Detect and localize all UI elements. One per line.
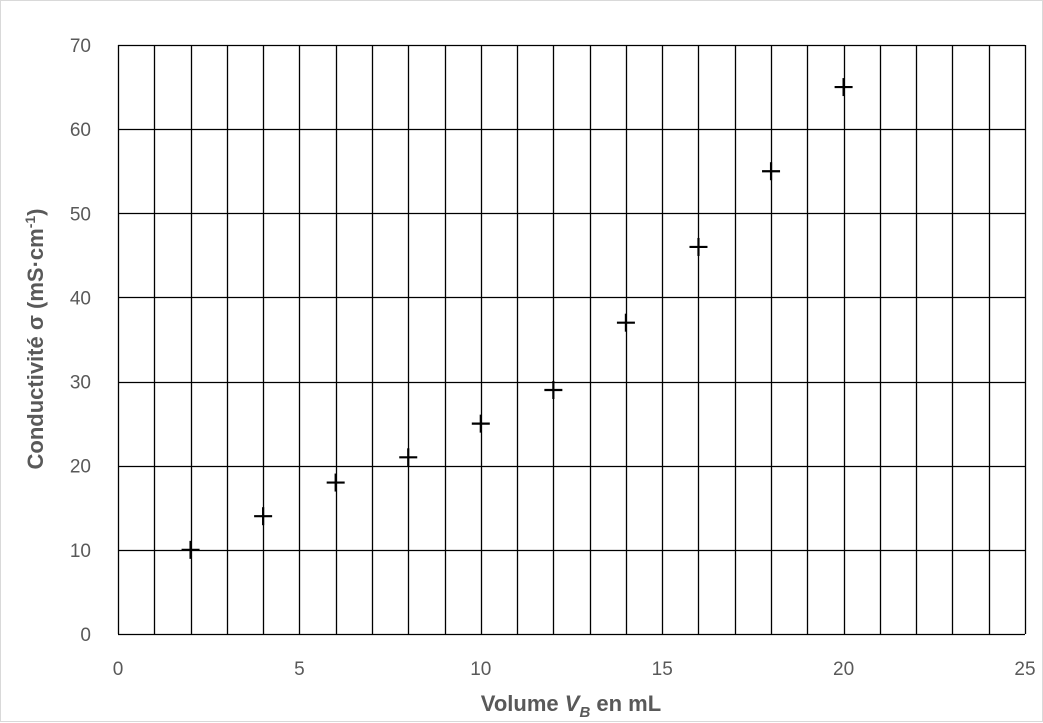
y-tick-label: 30	[70, 373, 91, 394]
y-axis-title-close: )	[23, 209, 48, 216]
y-axis-ticks: 0 10 20 30 40 50 60 70	[70, 36, 91, 646]
y-axis-title-superscript: -1	[22, 216, 38, 229]
data-point	[399, 448, 418, 467]
y-tick-label: 50	[70, 204, 91, 225]
data-point	[326, 473, 345, 492]
data-point	[181, 540, 200, 559]
x-axis-title-prefix: Volume	[481, 691, 565, 716]
y-axis-title: Conductivité σ (mS·cm-1)	[22, 209, 48, 470]
y-axis-title-main: Conductivité σ (mS·cm	[23, 228, 48, 469]
data-point	[471, 414, 490, 433]
y-tick-label: 20	[70, 457, 91, 478]
data-point	[834, 78, 853, 97]
data-point	[689, 237, 708, 256]
y-tick-label: 70	[70, 36, 91, 57]
x-axis-ticks: 0 5 10 15 20 25	[113, 659, 1036, 680]
x-axis-title-subscript: B	[579, 704, 590, 721]
data-point	[762, 162, 781, 181]
x-tick-label: 15	[652, 659, 673, 680]
x-tick-label: 25	[1014, 659, 1035, 680]
grid	[117, 44, 1027, 636]
x-tick-label: 10	[470, 659, 491, 680]
data-points	[181, 78, 853, 559]
x-axis-title-variable: V	[565, 691, 582, 716]
y-tick-label: 10	[70, 541, 91, 562]
x-tick-label: 20	[833, 659, 854, 680]
x-axis-title-suffix: en mL	[590, 691, 661, 716]
x-axis-title: Volume VB en mL	[481, 691, 661, 721]
x-tick-label: 0	[113, 659, 124, 680]
data-point	[544, 380, 563, 399]
data-point	[616, 313, 635, 332]
y-tick-label: 60	[70, 120, 91, 141]
x-tick-label: 5	[294, 659, 305, 680]
y-tick-label: 40	[70, 288, 91, 309]
data-point	[254, 507, 273, 526]
y-tick-label: 0	[80, 625, 91, 646]
